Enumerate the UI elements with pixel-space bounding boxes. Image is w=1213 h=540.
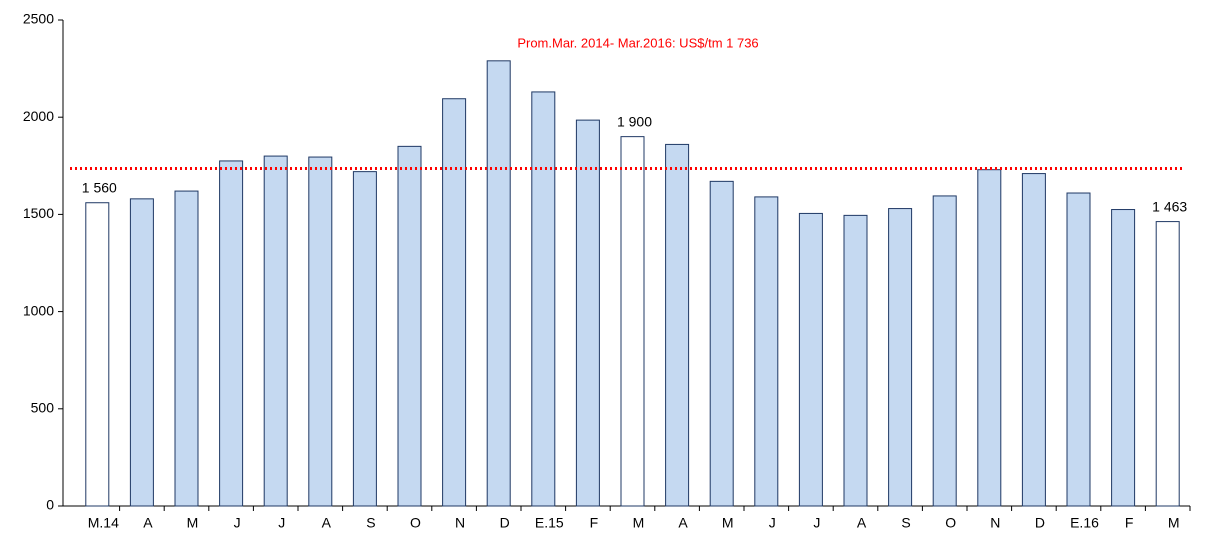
x-tick-label: F — [1125, 515, 1134, 531]
y-tick-label: 0 — [46, 497, 54, 513]
bar — [1155, 221, 1180, 507]
x-tick-label: E.16 — [1070, 515, 1099, 531]
x-tick-label: A — [143, 515, 153, 531]
x-tick-label: F — [590, 515, 599, 531]
x-tick-label: N — [455, 515, 465, 531]
bar — [1066, 192, 1091, 507]
bar — [932, 195, 957, 507]
bar — [1111, 209, 1136, 507]
bar — [977, 169, 1002, 507]
x-tick-label: M — [633, 515, 645, 531]
x-tick-label: S — [901, 515, 910, 531]
bar — [263, 155, 288, 507]
y-tick-label: 1000 — [23, 302, 54, 318]
x-tick-label: J — [769, 515, 776, 531]
bar — [352, 171, 377, 507]
x-tick-label: M — [187, 515, 199, 531]
bar — [308, 156, 333, 507]
bar — [1021, 173, 1046, 507]
x-tick-label: A — [322, 515, 332, 531]
y-tick-label: 1500 — [23, 205, 54, 221]
bar — [620, 136, 645, 507]
x-tick-label: J — [813, 515, 820, 531]
x-tick-label: A — [857, 515, 867, 531]
bar — [709, 180, 734, 507]
x-tick-label: A — [678, 515, 688, 531]
data-label: 1 560 — [82, 179, 117, 195]
y-tick-label: 2000 — [23, 108, 54, 124]
x-tick-label: N — [990, 515, 1000, 531]
bar — [442, 98, 467, 507]
bar — [129, 198, 154, 507]
x-tick-label: S — [366, 515, 375, 531]
bar — [575, 119, 600, 507]
y-tick-label: 500 — [31, 400, 55, 416]
reference-label: Prom.Mar. 2014- Mar.2016: US$/tm 1 736 — [517, 35, 758, 50]
x-tick-label: J — [234, 515, 241, 531]
x-tick-label: M — [722, 515, 734, 531]
x-tick-label: J — [278, 515, 285, 531]
x-tick-label: E.15 — [535, 515, 564, 531]
x-tick-label: O — [410, 515, 421, 531]
x-tick-label: M — [1168, 515, 1180, 531]
y-tick-label: 2500 — [23, 11, 54, 27]
data-label: 1 900 — [617, 113, 652, 129]
bar — [397, 145, 422, 507]
bar — [174, 190, 199, 507]
bar — [219, 160, 244, 507]
bar — [798, 212, 823, 507]
x-tick-label: M.14 — [88, 515, 119, 531]
bar — [754, 196, 779, 507]
bar — [843, 214, 868, 507]
x-tick-label: D — [500, 515, 510, 531]
bar — [888, 208, 913, 507]
bar — [85, 202, 110, 507]
x-tick-label: D — [1035, 515, 1045, 531]
bar — [486, 60, 511, 507]
x-tick-label: O — [945, 515, 956, 531]
data-label: 1 463 — [1152, 198, 1187, 214]
bar — [531, 91, 556, 507]
bar — [665, 143, 690, 507]
